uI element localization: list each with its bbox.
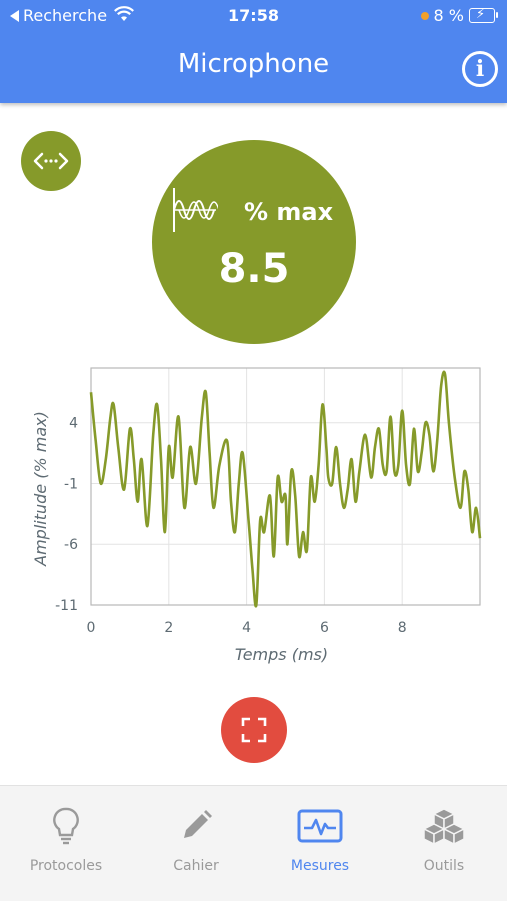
x-tick-label: 2 [164,620,173,636]
waveform-monitor-icon [295,804,345,848]
y-axis-label: Amplitude (% max) [31,411,50,567]
status-right: 8 % ⚡ [420,6,498,25]
tab-protocoles[interactable]: Protocoles [3,786,129,886]
waveform-icon [173,188,218,232]
wifi-icon [114,6,134,21]
tab-outils[interactable]: Outils [381,786,507,886]
tab-label: Cahier [173,858,219,874]
swap-display-button[interactable] [21,131,81,191]
lightbulb-icon [41,804,91,848]
tab-mesures[interactable]: Mesures [257,786,383,886]
battery-charging-icon: ⚡ [469,7,498,23]
tab-label: Mesures [290,858,350,874]
info-button[interactable]: i [462,51,498,87]
amplitude-chart[interactable]: 0 2 4 6 8 4 -1 -6 -11 Temps (ms) Amplitude (% max) [0,360,507,670]
y-tick-label: 4 [69,416,78,432]
status-bar: Recherche 17:58 8 % ⚡ [0,0,507,30]
amplitude-series-line [89,370,482,608]
back-to-search-link[interactable]: Recherche [10,6,107,25]
battery-percent: 8 % [433,6,464,25]
tab-cahier[interactable]: Cahier [133,786,259,886]
pencil-icon [171,804,221,848]
x-tick-label: 0 [87,620,96,636]
measurement-display: % max 8.5 [152,140,356,344]
x-tick-label: 4 [242,620,251,636]
app-header: Recherche 17:58 8 % ⚡ Microphone i [0,0,507,103]
measurement-value: 8.5 [218,246,290,292]
privacy-dot-icon [420,11,429,20]
y-tick-label: -6 [64,537,78,553]
tab-label: Protocoles [29,858,103,874]
cubes-icon [419,804,469,848]
back-arrow-icon [10,9,19,22]
x-tick-label: 8 [398,620,407,636]
y-tick-label: -11 [55,598,78,614]
measurement-unit: % max [244,198,334,226]
fullscreen-button[interactable] [221,697,287,763]
info-icon: i [475,56,485,82]
x-tick-label: 6 [320,620,329,636]
back-label: Recherche [23,6,108,25]
y-tick-label: -1 [64,476,78,492]
bottom-tab-bar: Protocoles Cahier Mesures [0,785,507,901]
page-title: Microphone [177,49,330,79]
fullscreen-icon [241,717,267,743]
tab-label: Outils [423,858,465,874]
plot-frame [90,367,481,606]
status-time: 17:58 [228,6,279,25]
expand-horizontal-icon [33,152,69,170]
x-axis-label: Temps (ms) [235,645,328,664]
